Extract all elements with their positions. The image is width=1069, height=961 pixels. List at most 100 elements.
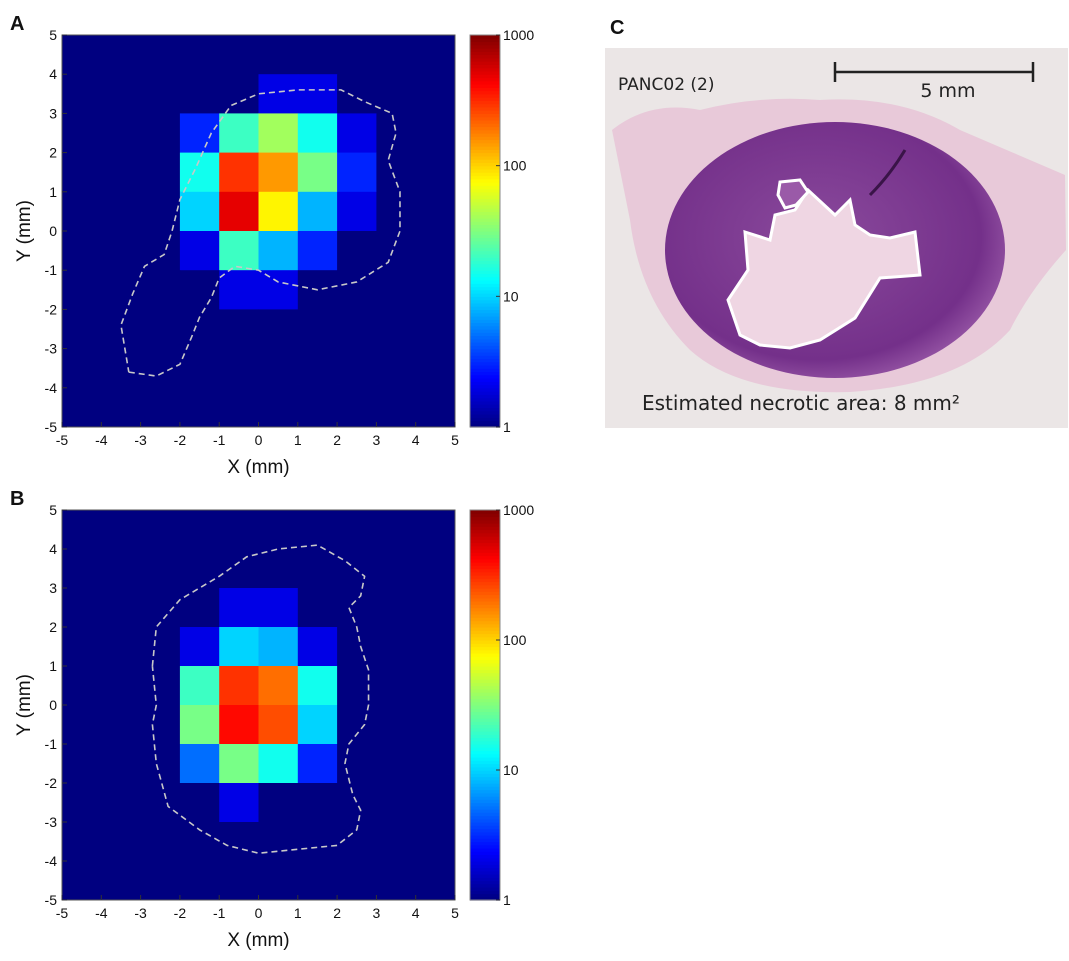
heatmap-cell [297, 783, 338, 823]
heatmap-cell [297, 113, 338, 154]
heatmap-cell [376, 588, 417, 628]
colorbar-segment [470, 266, 500, 271]
heatmap-cell [62, 191, 102, 232]
heatmap-cell [297, 627, 338, 667]
heatmap-cell [219, 822, 259, 862]
colorbar-segment [470, 100, 500, 105]
heatmap-cell [415, 588, 456, 628]
colorbar-segment [470, 682, 500, 687]
colorbar-segment [470, 890, 500, 895]
y-tick-label: 2 [49, 145, 57, 161]
heatmap-cell [179, 822, 220, 862]
colorbar-segment [470, 610, 500, 615]
heatmap-cell [258, 309, 299, 350]
heatmap-cell [297, 74, 338, 114]
heatmap-cell [297, 861, 338, 901]
heatmap-cell [337, 152, 377, 193]
colorbar-segment [470, 97, 500, 101]
heatmap-cell [140, 861, 181, 901]
y-tick-label: 5 [49, 502, 57, 518]
heatmap-cell [415, 744, 456, 784]
heatmap-cell [376, 35, 417, 75]
x-tick-label: 4 [412, 432, 420, 448]
heatmap-cell [101, 861, 142, 901]
heatmap-cell [376, 666, 417, 706]
x-tick-label: 5 [451, 905, 459, 921]
colorbar-segment [470, 601, 500, 605]
colorbar-frame [469, 34, 501, 428]
colorbar-segment [470, 896, 500, 901]
x-tick-label: -3 [134, 905, 147, 921]
colorbar-segment [470, 844, 500, 849]
heatmap-cell [258, 231, 299, 271]
heatmap-cell [179, 309, 220, 350]
colorbar-segment [470, 159, 500, 163]
colorbar-segment [470, 555, 500, 560]
colorbar-segment [470, 685, 500, 690]
heatmap-cell [337, 191, 377, 232]
colorbar-segment [470, 270, 500, 275]
colorbar-segment [470, 319, 500, 324]
x-tick-label: 4 [412, 905, 420, 921]
colorbar-segment [470, 776, 500, 781]
heatmap-cell [62, 35, 102, 75]
colorbar-segment [470, 384, 500, 389]
heatmap-cell [101, 348, 142, 389]
colorbar-segment [470, 188, 500, 193]
colorbar-segment [470, 113, 500, 118]
colorbar-segment [470, 688, 500, 693]
colorbar-segment [470, 378, 500, 382]
colorbar-segment [470, 64, 500, 69]
colorbar-segment [470, 857, 500, 862]
heatmap-cell [415, 348, 456, 389]
colorbar-segment [470, 87, 500, 92]
colorbar-segment [470, 539, 500, 544]
heatmap-cell [219, 588, 259, 628]
heatmap-cell [140, 588, 181, 628]
colorbar-segment [470, 309, 500, 314]
heatmap-cell [415, 270, 456, 310]
colorbar-segment [470, 529, 500, 534]
colorbar-segment [470, 789, 500, 794]
heatmap-cell [337, 270, 377, 310]
heatmap-cell [62, 588, 102, 628]
colorbar-segment [470, 805, 500, 810]
heatmap-cell [179, 705, 220, 745]
heatmap-cell [219, 231, 259, 271]
colorbar-segment [470, 523, 500, 527]
heatmap-cell [297, 588, 338, 628]
colorbar-segment [470, 250, 500, 255]
colorbar-segment [470, 669, 500, 674]
heatmap-cell [376, 861, 417, 901]
colorbar-segment [470, 358, 500, 363]
heatmap-cell [219, 270, 259, 310]
heatmap-cell [297, 744, 338, 784]
heatmap [62, 35, 456, 428]
colorbar-segment [470, 740, 500, 745]
colorbar-segment [470, 149, 500, 154]
colorbar-segment [470, 835, 500, 839]
heatmap-cell [219, 666, 259, 706]
heatmap-cell [101, 510, 142, 550]
heatmap-cell [101, 783, 142, 823]
heatmap-cell [179, 861, 220, 901]
heatmap-cell [376, 744, 417, 784]
heatmap-cell [258, 152, 299, 193]
colorbar-segment [470, 77, 500, 82]
colorbar-segment [470, 630, 500, 635]
heatmap-cell [219, 744, 259, 784]
colorbar-segment [470, 727, 500, 732]
colorbar-segment [470, 400, 500, 405]
heatmap-cell [179, 270, 220, 310]
heatmap-cell [62, 783, 102, 823]
y-tick-label: -2 [45, 775, 58, 791]
heatmap-cell [101, 231, 142, 271]
colorbar-segment [470, 773, 500, 778]
y-tick-label: -3 [45, 341, 58, 357]
heatmap-cell [140, 387, 181, 428]
panel-label: B [10, 488, 24, 510]
colorbar-segment [470, 679, 500, 683]
heatmap-cell [297, 549, 338, 589]
heatmap-cell [415, 549, 456, 589]
colorbar-segment [470, 172, 500, 177]
